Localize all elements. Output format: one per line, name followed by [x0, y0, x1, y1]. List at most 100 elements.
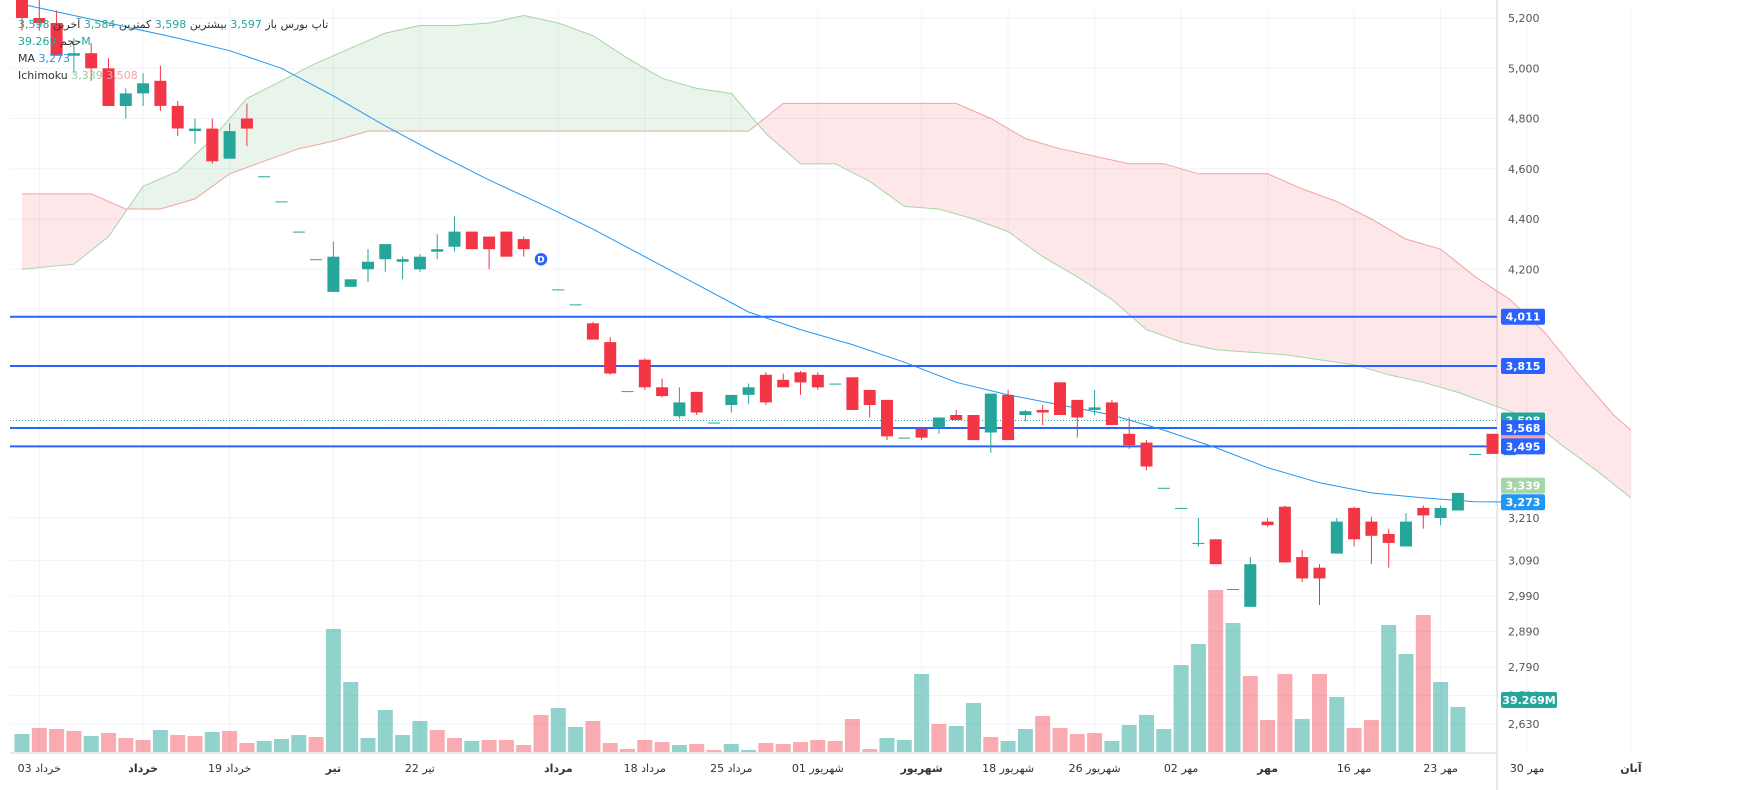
- candle-body: [1105, 402, 1118, 425]
- price-badge-label: 4,011: [1506, 311, 1541, 324]
- volume-bar: [256, 741, 272, 752]
- candle-body: [811, 374, 824, 388]
- candle-body: [1054, 382, 1066, 415]
- candle-body: [1365, 521, 1378, 536]
- candle-body: [16, 0, 28, 19]
- candle-body: [932, 417, 945, 428]
- candle-body: [1382, 534, 1395, 543]
- candle-body: [1313, 567, 1326, 579]
- price-badge: [1501, 420, 1545, 437]
- candle-body: [725, 394, 738, 405]
- volume-bar: [101, 733, 116, 752]
- candle-body: [362, 261, 374, 270]
- price-tick-label: 4,600: [1508, 163, 1540, 176]
- candle-body: [1002, 394, 1015, 441]
- horizontal-levels[interactable]: [10, 315, 1497, 448]
- candle-body: [984, 393, 997, 433]
- candle-body: [137, 83, 150, 94]
- volume-bar: [395, 735, 411, 752]
- volume-bar: [671, 745, 687, 752]
- candle-body: [483, 236, 496, 250]
- volume-bar: [689, 744, 705, 752]
- volume-bar: [1450, 707, 1466, 752]
- price-tick-label: 4,800: [1508, 113, 1540, 126]
- legend-last-value: 3,598: [18, 18, 50, 31]
- volume-bar: [1017, 729, 1033, 752]
- candle-body: [1036, 410, 1049, 413]
- candlesticks: [16, 0, 1534, 607]
- price-badge: [1501, 308, 1545, 325]
- volume-bar: [308, 737, 324, 752]
- volume-bar: [1363, 720, 1379, 752]
- volume-badge-label: 39.269M: [1502, 694, 1555, 707]
- candle-body: [1209, 539, 1222, 565]
- volume-bar: [862, 749, 878, 752]
- candle-body: [448, 231, 461, 247]
- volume-bar: [568, 727, 584, 752]
- candle-body: [881, 399, 893, 437]
- cloud-bearish-fill: [761, 103, 1631, 498]
- candle-body: [500, 231, 513, 257]
- cloud-span-a-line: [21, 14, 1632, 499]
- volume-bar: [1260, 720, 1276, 752]
- volume-bar: [723, 744, 739, 752]
- candle-body: [690, 391, 703, 413]
- volume-bar: [966, 703, 981, 752]
- candle-body: [1330, 521, 1343, 554]
- candle-body: [829, 383, 842, 385]
- candle-body: [638, 359, 651, 388]
- price-tick-label: 2,790: [1508, 661, 1540, 674]
- time-tick-label: تیر: [325, 762, 341, 775]
- price-badge: [1501, 477, 1545, 494]
- dividend-marker[interactable]: D: [533, 251, 549, 267]
- time-tick-label: 22 تیر: [405, 762, 435, 775]
- legend-market: بورس: [280, 18, 309, 31]
- volume-bar: [793, 742, 808, 752]
- volume-bar: [481, 740, 497, 752]
- legend-ichimoku-a-value: 3,339: [71, 69, 103, 82]
- volume-bar: [533, 715, 549, 752]
- legend-volume-row: حجم 39.269M: [18, 33, 328, 50]
- candle-body: [794, 372, 807, 383]
- ma-line: [21, 3, 1528, 503]
- candle-body: [189, 128, 201, 132]
- volume-bar: [654, 742, 670, 752]
- volume-bar: [827, 741, 843, 752]
- candle-body: [621, 391, 634, 393]
- candle-body: [465, 231, 478, 250]
- volume-bar: [1104, 741, 1120, 752]
- volume-bar: [1329, 697, 1345, 752]
- candle-body: [119, 93, 132, 106]
- candle-body: [1296, 557, 1309, 579]
- legend-open-value: 3,597: [230, 18, 262, 31]
- volume-bar: [1208, 590, 1224, 752]
- price-tick-label: 5,200: [1508, 12, 1540, 25]
- volume-bar: [1433, 682, 1449, 752]
- candle-body: [85, 53, 98, 69]
- volume-bar: [83, 736, 99, 752]
- price-badge: [1501, 494, 1545, 511]
- price-tick-label: 2,630: [1508, 718, 1540, 731]
- candle-body: [742, 387, 755, 395]
- candle-body: [206, 128, 219, 162]
- legend-volume-value: 39.269M: [18, 35, 91, 48]
- candle-body: [1192, 542, 1205, 544]
- volume-bar: [620, 749, 635, 752]
- volume-bar: [118, 738, 134, 752]
- dividend-marker-icon[interactable]: [533, 251, 549, 267]
- price-badge: [1501, 358, 1545, 374]
- candle-body: [1348, 507, 1361, 540]
- time-axis[interactable]: 03 خرداد خرداد 19 خرداد تیر 22 تیر مرداد 18 مر…: [18, 761, 1642, 775]
- volume-bar: [152, 730, 168, 752]
- volume-bar: [1121, 725, 1137, 752]
- candle-body: [50, 23, 63, 56]
- time-tick-label: 30 مهر: [1510, 762, 1545, 775]
- candle-body: [67, 53, 80, 56]
- candle-body: [1019, 411, 1032, 415]
- volume-bar: [914, 674, 930, 752]
- price-badges: 4,0113,8153,5983,5683,5083,4953,3393,273…: [1501, 308, 1557, 708]
- volume-bar: [1398, 654, 1414, 752]
- price-tick-label: 3,210: [1508, 512, 1540, 525]
- volume-bar: [585, 721, 601, 752]
